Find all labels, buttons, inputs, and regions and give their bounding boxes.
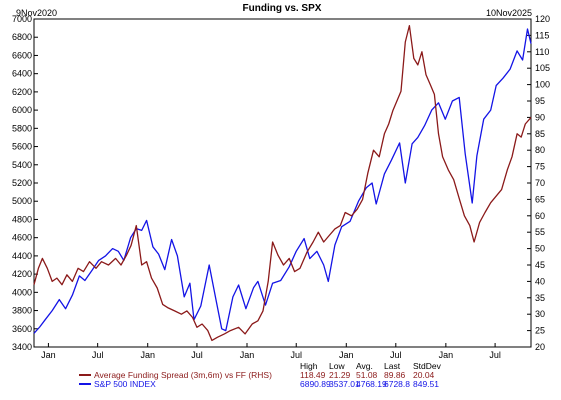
x-tick-label: Jul bbox=[390, 350, 402, 360]
left-tick-label: 5200 bbox=[12, 178, 32, 188]
left-tick-label: 6800 bbox=[12, 32, 32, 42]
left-tick-label: 3600 bbox=[12, 324, 32, 334]
x-tick-label: Jan bbox=[140, 350, 155, 360]
right-axis: 20 25 30 35 40 45 50 55 60 65 70 75 80 85 90 95 100 105 11… bbox=[527, 14, 550, 352]
x-tick-label: Jan bbox=[240, 350, 255, 360]
legend-stat-value: 89.86 bbox=[384, 370, 406, 380]
right-tick-label: 85 bbox=[535, 129, 545, 139]
left-tick-label: 4200 bbox=[12, 269, 32, 279]
chart-title: Funding vs. SPX bbox=[243, 3, 322, 14]
stat-header: Last bbox=[384, 361, 401, 371]
x-tick-label: Jul bbox=[290, 350, 302, 360]
stat-header: Low bbox=[329, 361, 345, 371]
right-tick-label: 115 bbox=[535, 30, 549, 40]
legend-stat-value: 3537.01 bbox=[329, 379, 360, 389]
left-tick-label: 5600 bbox=[12, 142, 32, 152]
legend-series-name: Average Funding Spread (3m,6m) vs FF (RH… bbox=[94, 370, 272, 380]
legend-rows: Average Funding Spread (3m,6m) vs FF (RH… bbox=[79, 370, 439, 389]
series-layer bbox=[33, 24, 532, 342]
left-tick-label: 4600 bbox=[12, 233, 32, 243]
left-tick-label: 6200 bbox=[12, 87, 32, 97]
right-tick-label: 20 bbox=[535, 342, 545, 352]
legend-series-name: S&P 500 INDEX bbox=[94, 379, 156, 389]
left-tick-label: 4400 bbox=[12, 251, 32, 261]
x-tick-label: Jul bbox=[92, 350, 104, 360]
start-date-marker: 9Nov2020 bbox=[16, 8, 57, 18]
right-tick-label: 30 bbox=[535, 309, 545, 319]
legend: High Low Avg. Last StdDev Average Funding Sp… bbox=[79, 361, 442, 389]
legend-stat-value: 6890.89 bbox=[300, 379, 331, 389]
left-tick-label: 4000 bbox=[12, 287, 32, 297]
left-tick-label: 6000 bbox=[12, 105, 32, 115]
x-tick-label: Jul bbox=[489, 350, 501, 360]
legend-stat-value: 51.08 bbox=[356, 370, 378, 380]
x-tick-label: Jan bbox=[41, 350, 56, 360]
right-tick-label: 35 bbox=[535, 293, 545, 303]
left-axis: 3400 3600 3800 4000 4200 4400 4600 4800 5000 5200… bbox=[12, 14, 38, 352]
stat-header: StdDev bbox=[413, 361, 442, 371]
right-tick-label: 120 bbox=[535, 14, 550, 24]
left-tick-label: 6400 bbox=[12, 69, 32, 79]
left-tick-label: 5000 bbox=[12, 196, 32, 206]
end-date-marker: 10Nov2025 bbox=[486, 8, 532, 18]
x-axis: Jan Jul Jan Jul Jan Jul Jan Jul Jan Jul bbox=[41, 343, 501, 360]
right-tick-label: 60 bbox=[535, 211, 545, 221]
right-tick-label: 90 bbox=[535, 112, 545, 122]
left-tick-label: 4800 bbox=[12, 214, 32, 224]
left-tick-label: 5800 bbox=[12, 123, 32, 133]
left-tick-label: 5400 bbox=[12, 160, 32, 170]
right-tick-label: 95 bbox=[535, 96, 545, 106]
x-tick-label: Jan bbox=[339, 350, 354, 360]
right-tick-label: 50 bbox=[535, 244, 545, 254]
legend-stat-value: 20.04 bbox=[413, 370, 435, 380]
spx-series-line bbox=[33, 28, 532, 334]
x-tick-label: Jul bbox=[191, 350, 203, 360]
legend-stat-value: 849.51 bbox=[413, 379, 439, 389]
legend-stat-value: 21.29 bbox=[329, 370, 351, 380]
funding-spread-series-line bbox=[33, 24, 532, 342]
stat-header: Avg. bbox=[356, 361, 373, 371]
right-tick-label: 65 bbox=[535, 194, 545, 204]
stat-headers: High Low Avg. Last StdDev bbox=[300, 361, 442, 371]
right-tick-label: 45 bbox=[535, 260, 545, 270]
right-tick-label: 25 bbox=[535, 326, 545, 336]
right-tick-label: 55 bbox=[535, 227, 545, 237]
right-tick-label: 75 bbox=[535, 162, 545, 172]
legend-stat-value: 118.49 bbox=[300, 370, 326, 380]
right-tick-label: 100 bbox=[535, 80, 550, 90]
right-tick-label: 40 bbox=[535, 276, 545, 286]
right-tick-label: 80 bbox=[535, 145, 545, 155]
left-tick-label: 3400 bbox=[12, 342, 32, 352]
right-tick-label: 70 bbox=[535, 178, 545, 188]
right-tick-label: 105 bbox=[535, 63, 550, 73]
left-tick-label: 7000 bbox=[12, 14, 32, 24]
x-tick-label: Jan bbox=[439, 350, 454, 360]
plot-frame bbox=[33, 18, 532, 348]
left-tick-label: 3800 bbox=[12, 306, 32, 316]
legend-stat-value: 6728.8 bbox=[384, 379, 410, 389]
right-tick-label: 110 bbox=[535, 47, 549, 57]
left-tick-label: 6600 bbox=[12, 50, 32, 60]
legend-stat-value: 4768.19 bbox=[356, 379, 387, 389]
stat-header: High bbox=[300, 361, 318, 371]
